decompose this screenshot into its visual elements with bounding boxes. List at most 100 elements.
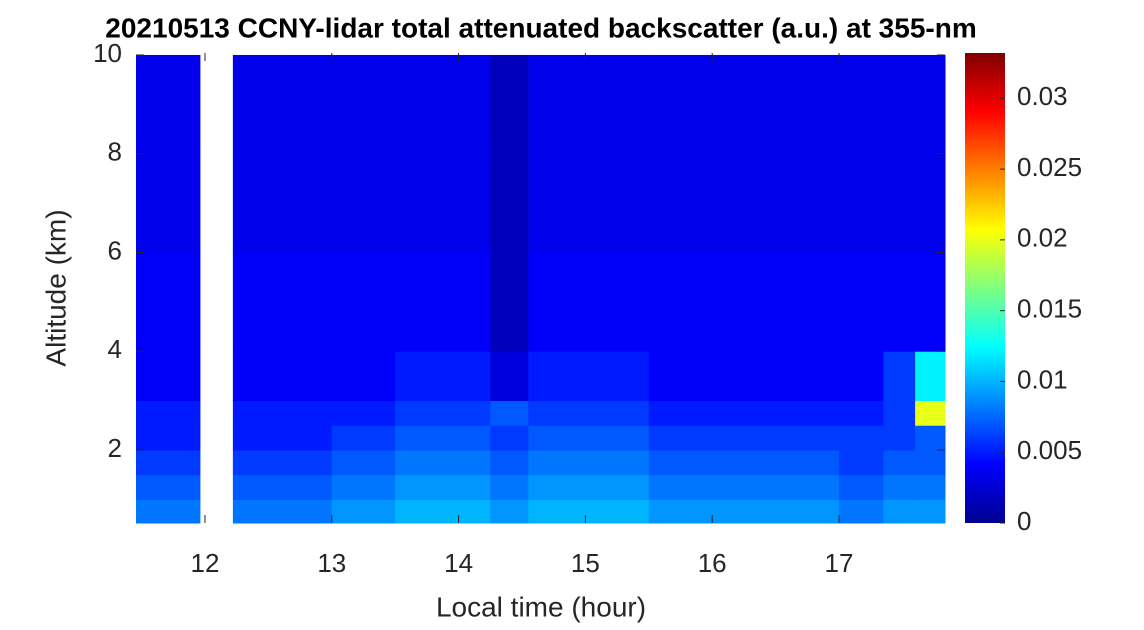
heatmap-cell <box>915 425 946 451</box>
heatmap-cell <box>281 400 333 426</box>
heatmap-cell <box>458 252 491 352</box>
heatmap-cell <box>528 400 586 426</box>
y-tick-label: 2 <box>108 433 122 463</box>
heatmap-cell <box>395 54 460 155</box>
heatmap-cell <box>281 449 333 476</box>
heatmap-cell <box>585 351 650 402</box>
heatmap-cell <box>331 400 396 426</box>
heatmap-cell <box>281 351 333 402</box>
heatmap-cell <box>490 425 529 451</box>
heatmap-cell <box>395 351 460 402</box>
heatmap <box>136 54 946 524</box>
heatmap-cell <box>915 153 946 253</box>
heatmap-cell <box>712 449 777 476</box>
heatmap-cell <box>232 425 282 451</box>
heatmap-cell <box>281 474 333 500</box>
heatmap-cell <box>528 153 586 253</box>
heatmap-cell <box>585 425 650 451</box>
heatmap-cell <box>585 474 650 500</box>
heatmap-cell <box>232 499 282 524</box>
heatmap-cell <box>648 351 713 402</box>
colorbar-tick-label: 0.01 <box>1017 364 1068 394</box>
heatmap-cell <box>395 252 460 352</box>
heatmap-cell <box>883 400 916 426</box>
heatmap-cell <box>648 474 713 500</box>
heatmap-cell <box>528 351 586 402</box>
heatmap-cell <box>838 153 884 253</box>
y-tick-label: 4 <box>108 334 122 364</box>
heatmap-cell <box>232 474 282 500</box>
heatmap-cell <box>883 474 916 500</box>
heatmap-cell <box>648 425 713 451</box>
heatmap-cell <box>648 153 713 253</box>
heatmap-cell <box>775 400 840 426</box>
heatmap-cell <box>281 425 333 451</box>
heatmap-cell <box>490 400 529 426</box>
heatmap-cell <box>585 153 650 253</box>
x-tick-label: 16 <box>698 548 727 578</box>
heatmap-cell <box>585 252 650 352</box>
heatmap-cell <box>648 400 713 426</box>
heatmap-cell <box>458 474 491 500</box>
heatmap-cell <box>331 499 396 524</box>
heatmap-cell <box>712 425 777 451</box>
heatmap-cell <box>838 449 884 476</box>
heatmap-cell <box>915 474 946 500</box>
heatmap-cell <box>915 252 946 352</box>
heatmap-cell <box>232 153 282 253</box>
heatmap-cell <box>775 425 840 451</box>
heatmap-cell <box>915 499 946 524</box>
heatmap-cell <box>331 153 396 253</box>
heatmap-cell <box>775 449 840 476</box>
heatmap-cell <box>136 449 201 476</box>
heatmap-cell <box>585 54 650 155</box>
heatmap-cell <box>136 252 201 352</box>
colorbar-tick-label: 0.03 <box>1017 81 1068 111</box>
heatmap-cell <box>585 499 650 524</box>
heatmap-cell <box>775 351 840 402</box>
heatmap-cell <box>528 425 586 451</box>
heatmap-cell <box>458 153 491 253</box>
heatmap-cell <box>648 252 713 352</box>
x-tick-label: 15 <box>571 548 600 578</box>
heatmap-cell <box>232 400 282 426</box>
heatmap-cell <box>528 449 586 476</box>
heatmap-cell <box>775 153 840 253</box>
heatmap-cell <box>331 252 396 352</box>
heatmap-cell <box>232 252 282 352</box>
heatmap-cell <box>528 252 586 352</box>
colorbar-tick-label: 0 <box>1017 506 1031 536</box>
heatmap-cell <box>712 252 777 352</box>
heatmap-cell <box>915 400 946 426</box>
heatmap-cell <box>458 425 491 451</box>
heatmap-cell <box>775 499 840 524</box>
heatmap-cell <box>136 474 201 500</box>
heatmap-cell <box>838 54 884 155</box>
heatmap-cell <box>136 153 201 253</box>
heatmap-cell <box>136 351 201 402</box>
heatmap-cell <box>883 252 916 352</box>
heatmap-cell <box>838 499 884 524</box>
heatmap-cell <box>232 351 282 402</box>
y-axis-label: Altitude (km) <box>40 209 71 366</box>
heatmap-cell <box>395 425 460 451</box>
heatmap-cell <box>528 499 586 524</box>
heatmap-cell <box>281 252 333 352</box>
heatmap-cell <box>585 449 650 476</box>
heatmap-cell <box>490 54 529 155</box>
heatmap-cell <box>232 54 282 155</box>
y-tick-label: 6 <box>108 235 122 265</box>
heatmap-cell <box>775 252 840 352</box>
x-axis-label: Local time (hour) <box>436 591 646 622</box>
heatmap-cell <box>528 54 586 155</box>
heatmap-cell <box>458 449 491 476</box>
heatmap-cell <box>395 449 460 476</box>
heatmap-cell <box>883 54 916 155</box>
colorbar-tick-label: 0.02 <box>1017 223 1068 253</box>
heatmap-cell <box>281 499 333 524</box>
heatmap-cell <box>490 252 529 352</box>
heatmap-cell <box>838 425 884 451</box>
heatmap-cell <box>136 499 201 524</box>
heatmap-cell <box>648 54 713 155</box>
